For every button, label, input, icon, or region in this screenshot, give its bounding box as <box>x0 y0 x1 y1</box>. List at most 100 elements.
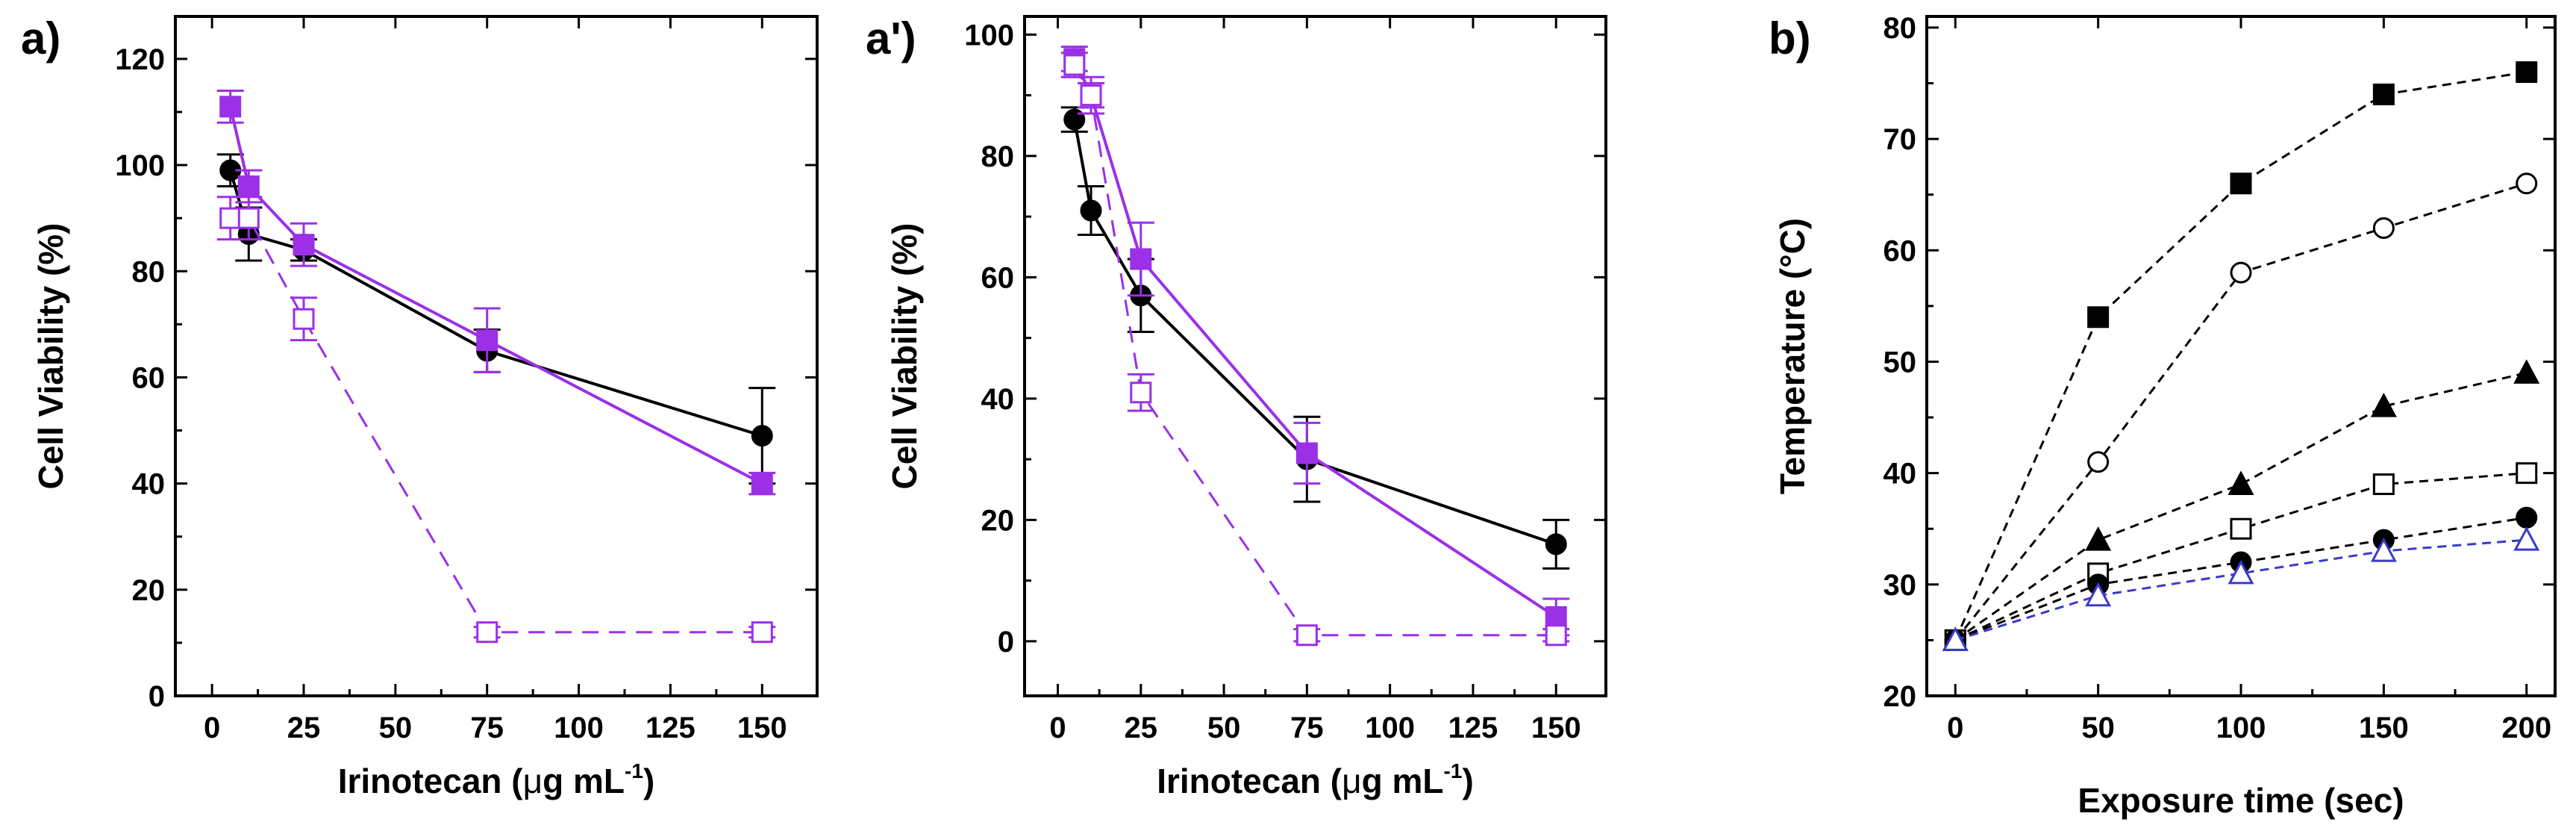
y-axis-title: Temperature (°C) <box>1773 218 1812 494</box>
series-line <box>228 169 763 438</box>
y-tick-label: 80 <box>132 255 166 288</box>
x-tick-label: 100 <box>554 712 604 744</box>
chart-panel-b: 0 50 100 150 200 20 30 40 50 60 70 80 b) Temperature … <box>1769 12 2557 820</box>
x-tick-label: 0 <box>204 712 220 744</box>
data-point <box>476 621 498 644</box>
chart-panel-a2: 0 25 50 75 100 125 150 0 20 40 60 80 100 a') Cell Viab… <box>866 13 1607 800</box>
data-point <box>1545 624 1567 647</box>
series-line <box>228 106 763 485</box>
y-axis-title: Cell Viability (%) <box>885 222 924 489</box>
y-tick-label: 120 <box>115 43 165 76</box>
data-point <box>2228 559 2254 585</box>
y-tick-label: 20 <box>132 574 166 607</box>
data-point <box>2228 470 2254 496</box>
y-tick-label: 20 <box>981 504 1015 537</box>
y-tick-label: 60 <box>1883 234 1917 267</box>
data-point <box>2372 473 2395 496</box>
data-point <box>2230 517 2252 540</box>
data-point <box>2516 172 2538 195</box>
y-tick-label: 50 <box>1883 346 1917 379</box>
data-point <box>1545 606 1567 628</box>
data-point <box>237 207 260 229</box>
data-point <box>751 621 773 644</box>
data-point <box>1063 108 1086 131</box>
plot-frame <box>1023 15 1607 697</box>
data-point <box>2085 582 2112 607</box>
y-tick-label: 100 <box>964 19 1014 52</box>
chart-panel-a: 0 25 50 75 100 125 150 0 20 40 60 80 100 120 a) Cell Vi… <box>21 13 819 800</box>
data-point <box>1545 533 1567 555</box>
panel-label: a') <box>866 13 916 63</box>
x-axis-title-mu: μ <box>1342 762 1362 800</box>
panel-label: b) <box>1769 13 1811 63</box>
x-axis-title-close: ) <box>1462 762 1473 800</box>
data-point <box>2516 61 2538 84</box>
x-tick-label: 0 <box>1049 712 1066 744</box>
x-tick-label: 100 <box>1365 712 1415 744</box>
data-point <box>2516 506 2538 529</box>
x-tick-label: 75 <box>1290 712 1324 744</box>
series-line <box>1954 71 2527 641</box>
y-tick-label: 40 <box>132 468 166 501</box>
data-point <box>237 175 260 197</box>
y-axis-title: Cell Viability (%) <box>31 222 70 489</box>
series-filled-triangle <box>1942 359 2540 651</box>
series-purple-open-square <box>216 196 776 644</box>
data-point <box>293 234 315 256</box>
x-tick-label: 100 <box>2216 712 2266 744</box>
x-axis-title-close: ) <box>643 762 654 800</box>
x-axis-title-sup: -1 <box>1444 759 1463 782</box>
x-axis-title-units: g mL <box>543 762 625 800</box>
x-tick-label: 50 <box>379 712 413 744</box>
x-tick-label: 0 <box>1947 712 1963 744</box>
data-point <box>2370 537 2397 562</box>
series-open-triangle <box>1942 526 2540 651</box>
x-axis-title: Irinotecan (μg mL-1) <box>338 759 655 800</box>
x-tick-label: 150 <box>2359 712 2409 744</box>
x-axis-title-main: Irinotecan ( <box>338 762 524 800</box>
data-point <box>751 425 773 447</box>
series-black-filled-circle <box>1060 106 1570 570</box>
data-point <box>1295 624 1318 647</box>
x-tick-label: 75 <box>470 712 504 744</box>
data-point <box>2372 83 2395 105</box>
x-tick-label: 50 <box>2081 712 2115 744</box>
series-line <box>1073 64 1557 637</box>
y-tick-label: 40 <box>981 383 1015 416</box>
data-point <box>219 96 242 118</box>
data-point <box>219 207 242 229</box>
data-point <box>2516 462 2538 485</box>
series-purple-filled-square <box>1060 46 1570 637</box>
y-tick-label: 80 <box>981 140 1015 173</box>
data-point <box>1080 84 1102 107</box>
series-open-circle <box>1944 172 2538 651</box>
data-point <box>2513 526 2540 551</box>
x-tick-label: 125 <box>1448 712 1498 744</box>
x-axis-title-units: g mL <box>1362 762 1444 800</box>
data-point <box>2513 359 2540 384</box>
series-line <box>1954 371 2527 641</box>
y-tick-label: 30 <box>1883 569 1917 602</box>
x-tick-label: 200 <box>2501 712 2551 744</box>
series-purple-filled-square <box>216 90 776 496</box>
data-point <box>1080 199 1102 222</box>
data-point <box>1295 442 1318 464</box>
x-tick-label: 150 <box>737 712 787 744</box>
x-axis-title: Irinotecan (μg mL-1) <box>1157 759 1474 800</box>
data-point <box>2085 526 2112 551</box>
data-point <box>2087 306 2110 329</box>
data-point <box>293 308 315 330</box>
data-point <box>1942 626 1969 651</box>
x-tick-label: 25 <box>287 712 321 744</box>
y-tick-label: 70 <box>1883 123 1917 156</box>
data-point <box>1063 54 1086 76</box>
x-tick-label: 125 <box>645 712 695 744</box>
data-point <box>2370 392 2397 417</box>
x-tick-label: 150 <box>1531 712 1581 744</box>
data-point <box>751 473 773 495</box>
data-point <box>1130 248 1152 270</box>
series-purple-open-square <box>1060 52 1570 647</box>
y-tick-label: 0 <box>149 680 165 713</box>
x-tick-label: 25 <box>1125 712 1158 744</box>
